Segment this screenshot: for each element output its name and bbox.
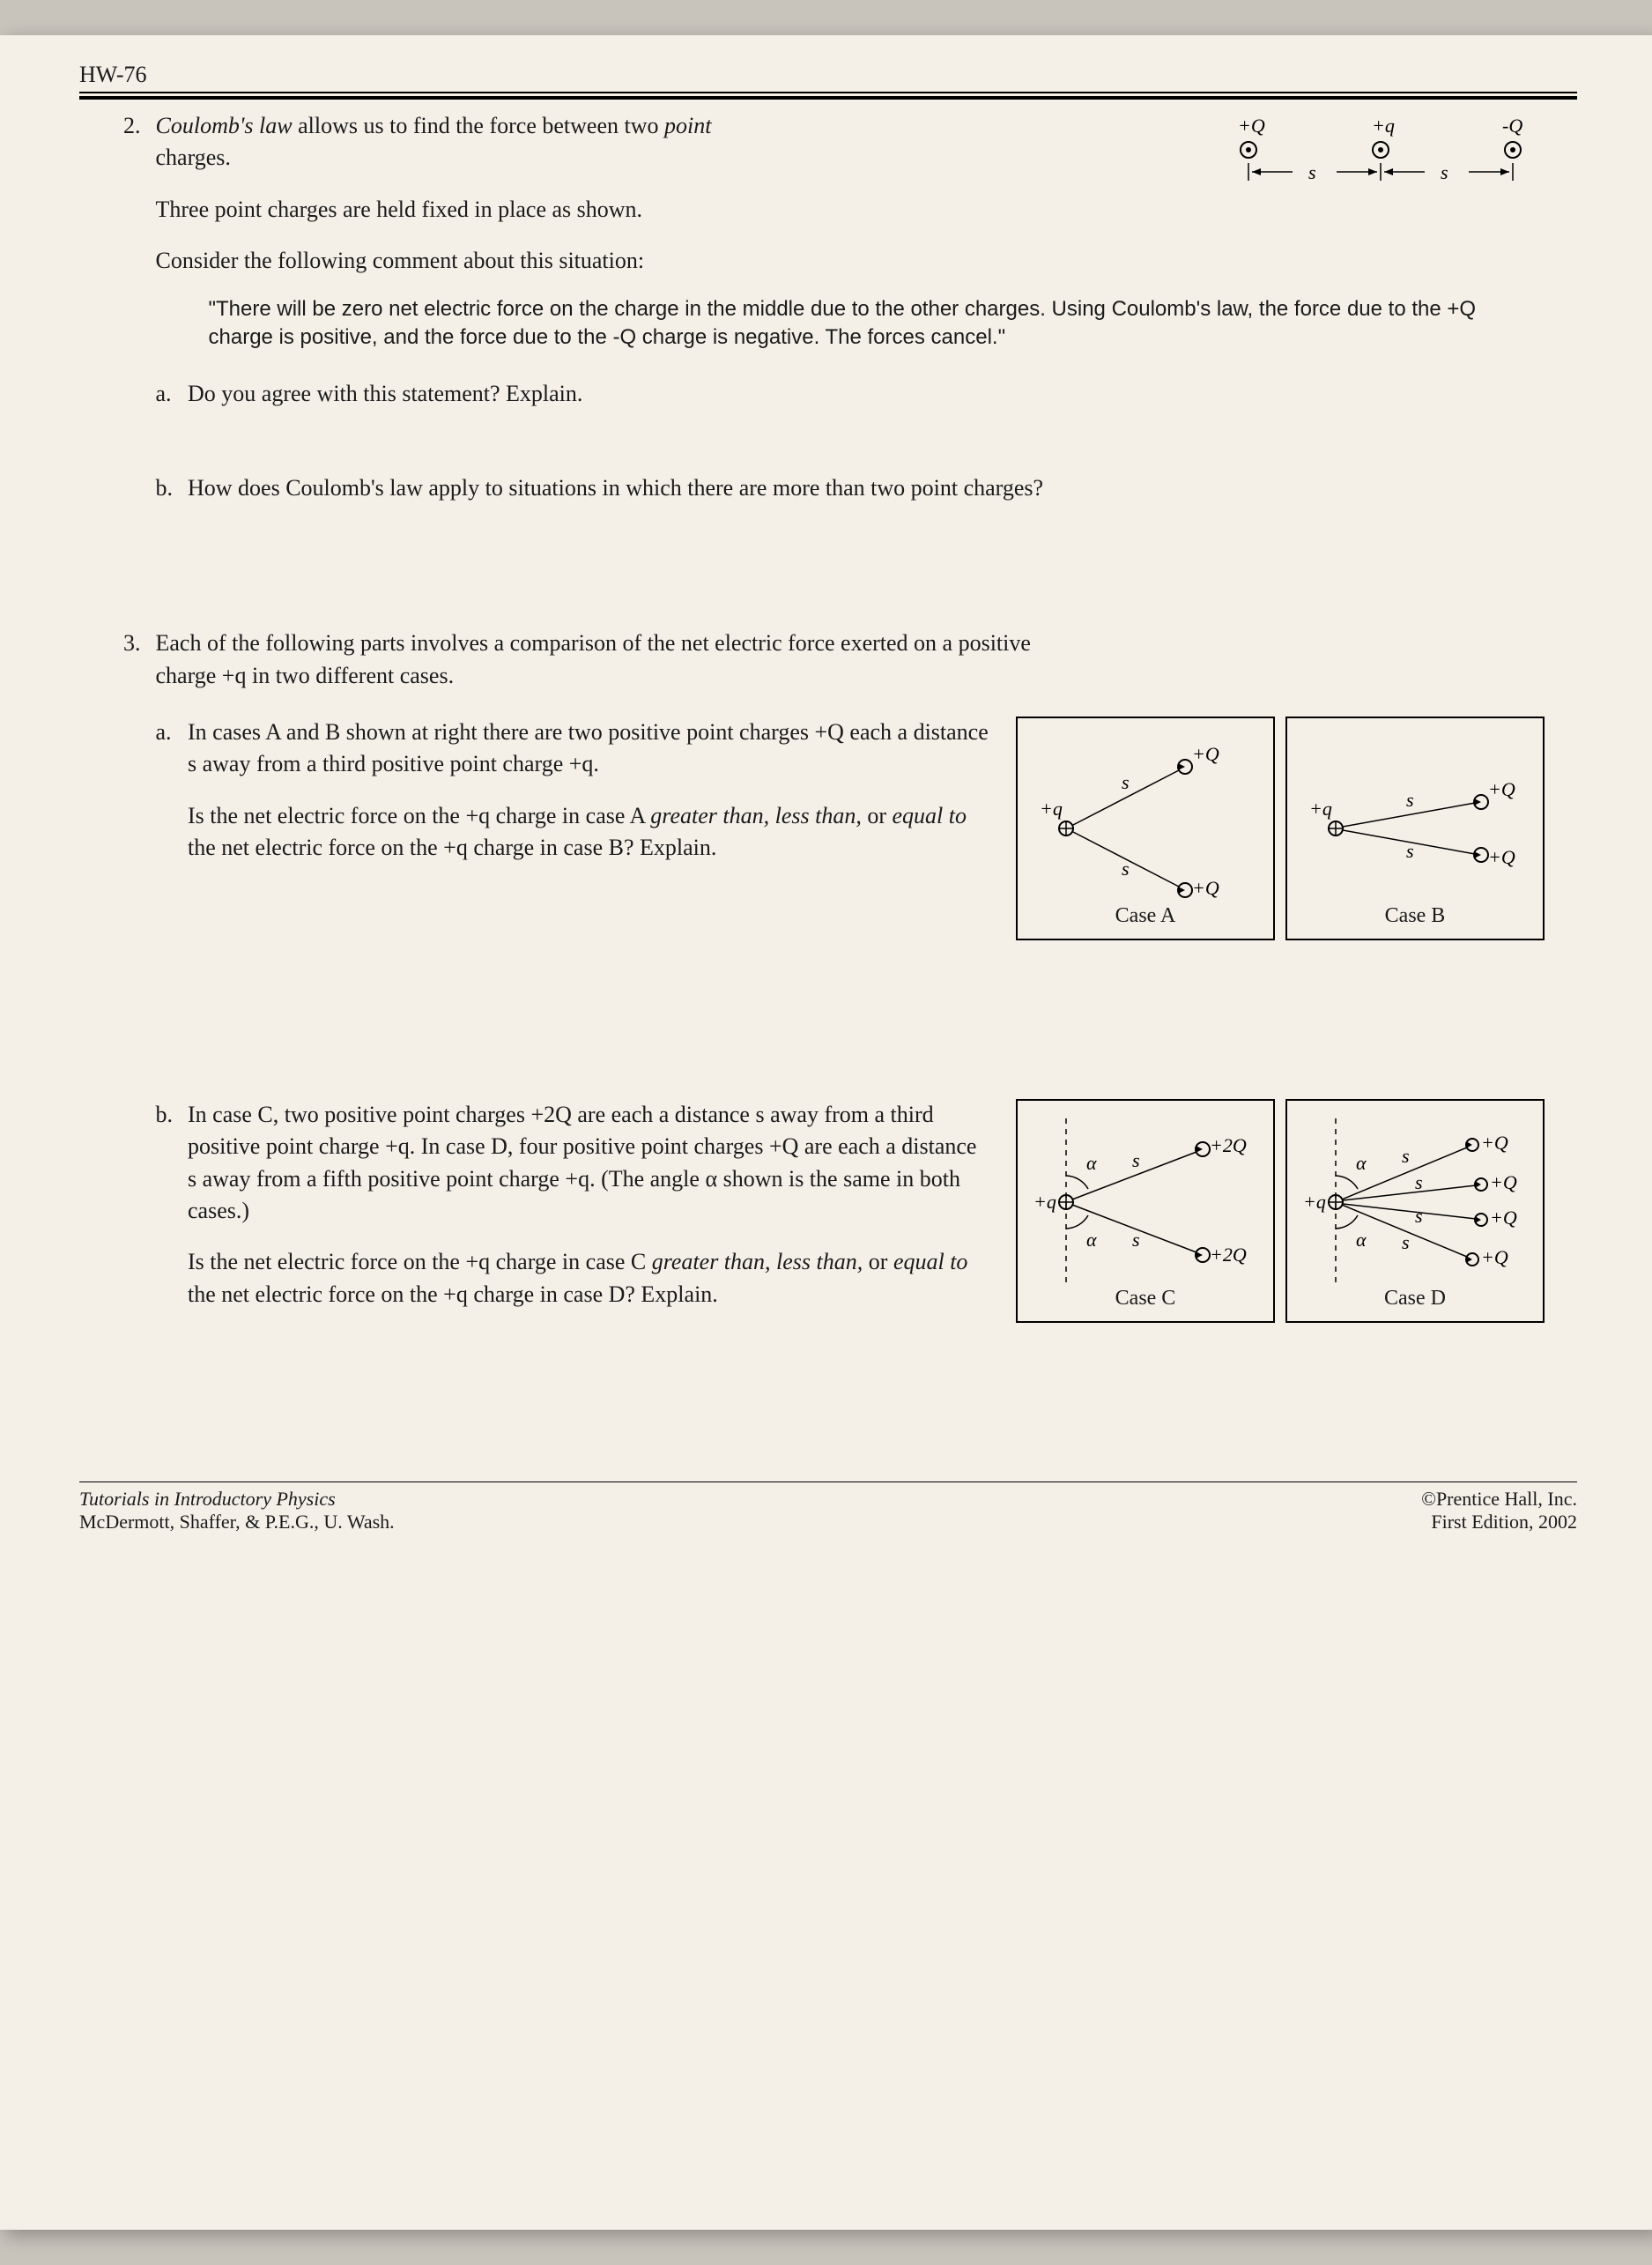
q3b: b. In case C, two positive point charges…: [156, 1099, 1548, 1323]
svg-text:s: s: [1308, 161, 1316, 183]
svg-text:+Q: +Q: [1192, 743, 1219, 765]
svg-text:s: s: [1402, 1145, 1410, 1167]
q2b-text: How does Coulomb's law apply to situatio…: [188, 472, 1545, 504]
footer: Tutorials in Introductory Physics McDerm…: [79, 1482, 1577, 1534]
q3a-body: In cases A and B shown at right there ar…: [188, 717, 1545, 940]
case-a-caption: Case A: [1018, 902, 1273, 932]
case-d-caption: Case D: [1287, 1284, 1543, 1314]
q3a: a. In cases A and B shown at right there…: [156, 717, 1548, 940]
svg-text:s: s: [1406, 840, 1414, 862]
q3a-text: In cases A and B shown at right there ar…: [188, 717, 989, 865]
svg-text:s: s: [1441, 161, 1448, 183]
svg-text:+q: +q: [1040, 798, 1063, 820]
footer-right: ©Prentice Hall, Inc. First Edition, 2002: [1421, 1488, 1577, 1534]
q2-intro1b: allows us to find the force between two: [293, 113, 664, 138]
footer-left: Tutorials in Introductory Physics McDerm…: [79, 1488, 395, 1534]
svg-text:s: s: [1132, 1229, 1140, 1251]
svg-text:s: s: [1415, 1171, 1423, 1193]
footer-left1: Tutorials in Introductory Physics: [79, 1488, 395, 1511]
svg-text:-Q: -Q: [1502, 115, 1522, 137]
svg-text:+Q: +Q: [1488, 846, 1515, 868]
footer-right2: First Edition, 2002: [1421, 1511, 1577, 1534]
q2-line3: Consider the following comment about thi…: [156, 245, 1548, 277]
case-c-caption: Case C: [1018, 1284, 1273, 1314]
svg-text:+Q: +Q: [1488, 778, 1515, 800]
q2a-letter: a.: [156, 378, 182, 410]
svg-text:+Q: +Q: [1481, 1132, 1508, 1154]
svg-text:+Q: +Q: [1490, 1171, 1517, 1193]
q3a-figures: +q +Q s: [1016, 717, 1545, 940]
q3-body: Each of the following parts involves a c…: [156, 628, 1548, 1358]
case-b-box: +q +Q s: [1285, 717, 1545, 940]
svg-text:+2Q: +2Q: [1210, 1244, 1247, 1266]
q3b-body: In case C, two positive point charges +2…: [188, 1099, 1545, 1323]
svg-text:s: s: [1132, 1149, 1140, 1171]
question-2: 2. Coulomb's law allows us to find the f…: [123, 110, 1551, 592]
svg-text:s: s: [1122, 771, 1130, 793]
q2-charges-svg: +Q +q -Q s: [1213, 110, 1548, 189]
svg-text:+q: +q: [1309, 798, 1332, 820]
page: HW-76 2. Coulomb's law allows us to find…: [0, 35, 1652, 2230]
q3b-p1: In case C, two positive point charges +2…: [188, 1099, 989, 1228]
case-c-box: +q α α +2Q: [1016, 1099, 1275, 1323]
case-a-box: +q +Q s: [1016, 717, 1275, 940]
svg-text:+Q: +Q: [1238, 115, 1265, 137]
q3b-letter: b.: [156, 1099, 182, 1131]
hw-label: HW-76: [79, 62, 1577, 88]
svg-text:+q: +q: [1033, 1191, 1056, 1213]
svg-text:+q: +q: [1303, 1191, 1326, 1213]
q3-number: 3.: [123, 628, 150, 659]
header-rule: [79, 92, 1577, 100]
svg-text:+Q: +Q: [1481, 1246, 1508, 1268]
q2b: b. How does Coulomb's law apply to situa…: [156, 472, 1548, 504]
q2-intro-row: Coulomb's law allows us to find the forc…: [156, 110, 1548, 226]
q2-coulomb-term: Coulomb's law: [156, 113, 293, 138]
svg-text:α: α: [1356, 1152, 1367, 1174]
q2b-letter: b.: [156, 472, 182, 504]
q2a: a. Do you agree with this statement? Exp…: [156, 378, 1548, 410]
footer-left2: McDermott, Shaffer, & P.E.G., U. Wash.: [79, 1511, 395, 1534]
svg-text:α: α: [1086, 1152, 1097, 1174]
footer-right1: ©Prentice Hall, Inc.: [1421, 1488, 1577, 1511]
svg-text:s: s: [1122, 858, 1130, 880]
q2-quote: "There will be zero net electric force o…: [209, 295, 1495, 353]
q3a-p2: Is the net electric force on the +q char…: [188, 800, 989, 865]
svg-text:s: s: [1406, 789, 1414, 811]
svg-text:α: α: [1356, 1229, 1367, 1251]
case-b-caption: Case B: [1287, 902, 1543, 932]
svg-text:s: s: [1415, 1205, 1423, 1227]
svg-text:+Q: +Q: [1192, 877, 1219, 899]
svg-text:+2Q: +2Q: [1210, 1134, 1247, 1156]
q3-intro2: charge +q in two different cases.: [156, 660, 1548, 692]
svg-text:+Q: +Q: [1490, 1207, 1517, 1229]
q2-body: Coulomb's law allows us to find the forc…: [156, 110, 1548, 592]
q3a-letter: a.: [156, 717, 182, 748]
q3b-p2: Is the net electric force on the +q char…: [188, 1246, 989, 1311]
question-3: 3. Each of the following parts involves …: [123, 628, 1551, 1358]
q2-point-term: point: [664, 113, 711, 138]
q2-number: 2.: [123, 110, 150, 142]
svg-text:α: α: [1086, 1229, 1097, 1251]
case-d-box: +q α α +Q s: [1285, 1099, 1545, 1323]
q2a-text: Do you agree with this statement? Explai…: [188, 378, 1545, 410]
q2-intro-text: Coulomb's law allows us to find the forc…: [156, 110, 1152, 226]
q2-line2: Three point charges are held fixed in pl…: [156, 194, 1152, 226]
svg-text:s: s: [1402, 1231, 1410, 1253]
q3b-figures: +q α α +2Q: [1016, 1099, 1545, 1323]
q2-intro2: charges.: [156, 142, 1152, 174]
q3-intro1: Each of the following parts involves a c…: [156, 628, 1548, 659]
q3b-text: In case C, two positive point charges +2…: [188, 1099, 989, 1311]
q2-figure: +Q +q -Q s: [1213, 110, 1548, 189]
q3a-p1: In cases A and B shown at right there ar…: [188, 717, 989, 781]
svg-text:+q: +q: [1372, 115, 1395, 137]
